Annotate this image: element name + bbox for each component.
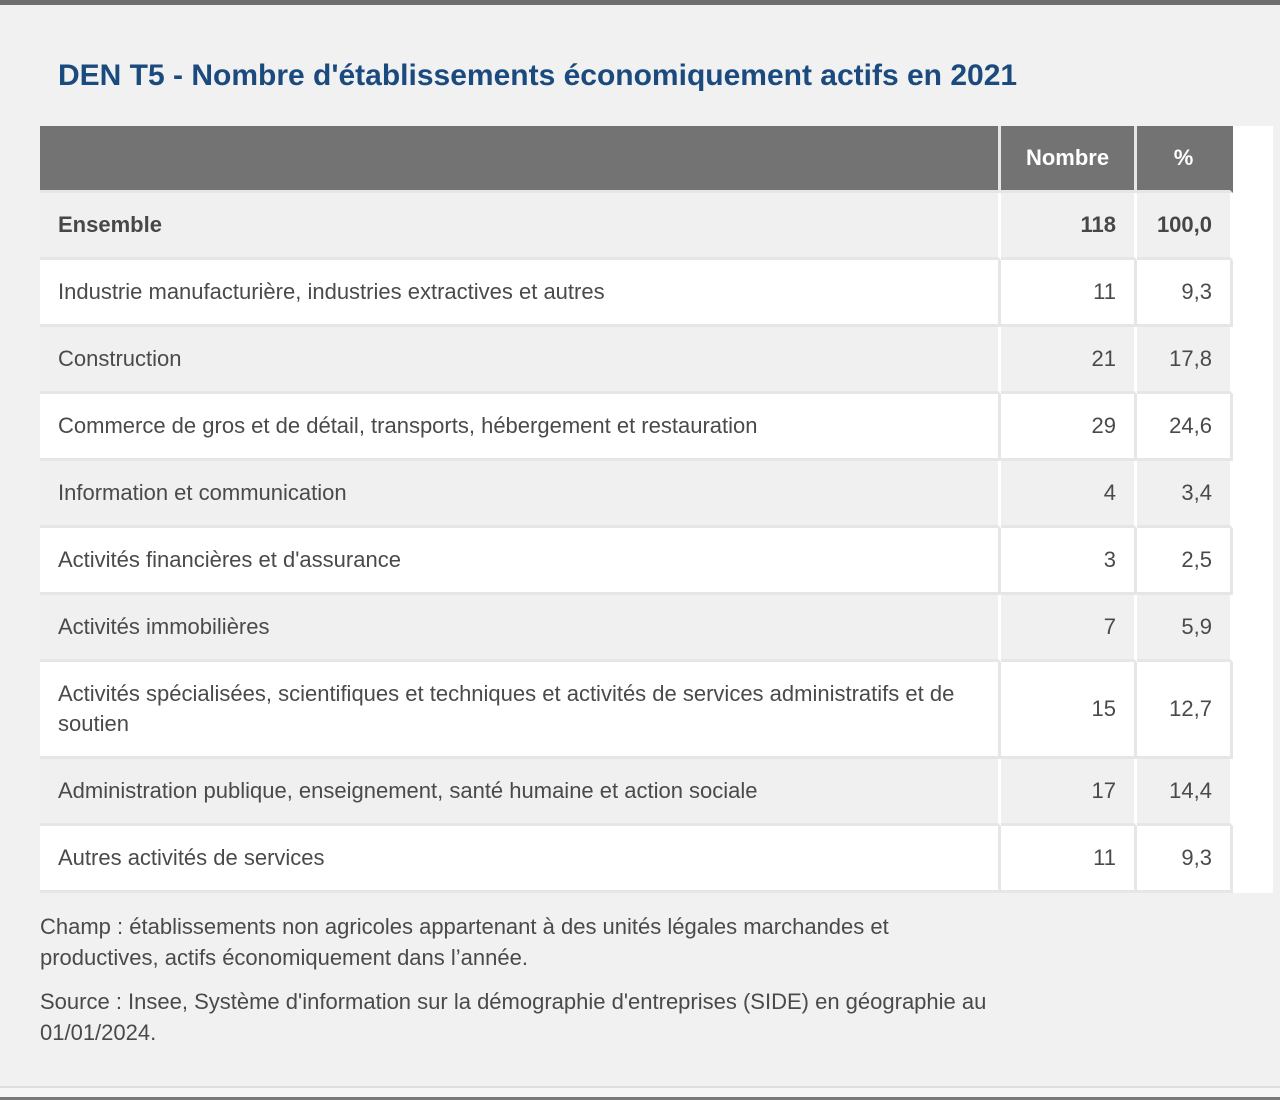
row-nombre: 11 bbox=[1001, 826, 1137, 893]
row-percent: 14,4 bbox=[1137, 759, 1233, 826]
row-nombre: 11 bbox=[1001, 260, 1137, 327]
row-nombre: 7 bbox=[1001, 595, 1137, 662]
table-row: Autres activités de services 11 9,3 bbox=[40, 826, 1233, 893]
row-percent: 3,4 bbox=[1137, 461, 1233, 528]
row-nombre: 15 bbox=[1001, 662, 1137, 759]
table-row: Activités spécialisées, scientifiques et… bbox=[40, 662, 1233, 759]
row-percent: 5,9 bbox=[1137, 595, 1233, 662]
row-label: Commerce de gros et de détail, transport… bbox=[40, 394, 1001, 461]
row-label: Ensemble bbox=[40, 193, 1001, 260]
table-body: Ensemble 118 100,0 Industrie manufacturière… bbox=[40, 193, 1233, 893]
row-nombre: 17 bbox=[1001, 759, 1137, 826]
table-row: Ensemble 118 100,0 bbox=[40, 193, 1233, 260]
note-source: Source : Insee, Système d'information su… bbox=[40, 986, 986, 1048]
row-percent: 12,7 bbox=[1137, 662, 1233, 759]
row-label: Activités financières et d'assurance bbox=[40, 528, 1001, 595]
row-percent: 2,5 bbox=[1137, 528, 1233, 595]
table-row: Construction 21 17,8 bbox=[40, 327, 1233, 394]
next-section-header-edge bbox=[0, 1097, 1280, 1100]
bottom-light-strip bbox=[0, 1088, 1280, 1097]
row-nombre: 118 bbox=[1001, 193, 1137, 260]
top-divider-bar bbox=[0, 0, 1280, 5]
table-header-row: Nombre % bbox=[40, 126, 1233, 193]
row-nombre: 4 bbox=[1001, 461, 1137, 528]
note-champ-line1: Champ : établissements non agricoles app… bbox=[40, 914, 889, 939]
row-percent: 24,6 bbox=[1137, 394, 1233, 461]
table-row: Activités immobilières 7 5,9 bbox=[40, 595, 1233, 662]
establishments-table: Nombre % Ensemble 118 100,0 Industrie manuf… bbox=[40, 126, 1233, 893]
row-label: Autres activités de services bbox=[40, 826, 1001, 893]
note-champ-line2: productives, actifs économiquement dans … bbox=[40, 945, 528, 970]
row-label: Information et communication bbox=[40, 461, 1001, 528]
header-nombre: Nombre bbox=[1001, 126, 1137, 193]
row-percent: 100,0 bbox=[1137, 193, 1233, 260]
note-source-line1: Source : Insee, Système d'information su… bbox=[40, 989, 987, 1014]
row-label: Industrie manufacturière, industries ext… bbox=[40, 260, 1001, 327]
table-row: Information et communication 4 3,4 bbox=[40, 461, 1233, 528]
row-nombre: 21 bbox=[1001, 327, 1137, 394]
row-label: Administration publique, enseignement, s… bbox=[40, 759, 1001, 826]
row-percent: 17,8 bbox=[1137, 327, 1233, 394]
row-percent: 9,3 bbox=[1137, 826, 1233, 893]
page-title: DEN T5 - Nombre d'établissements économi… bbox=[58, 59, 1018, 92]
header-percent: % bbox=[1137, 126, 1233, 193]
row-label: Activités immobilières bbox=[40, 595, 1001, 662]
row-percent: 9,3 bbox=[1137, 260, 1233, 327]
bottom-divider-line bbox=[0, 1086, 1280, 1088]
header-empty-cell bbox=[40, 126, 1001, 193]
table-container: Nombre % Ensemble 118 100,0 Industrie manuf… bbox=[40, 126, 1273, 893]
table-row: Activités financières et d'assurance 3 2,5 bbox=[40, 528, 1233, 595]
table-row: Commerce de gros et de détail, transport… bbox=[40, 394, 1233, 461]
note-champ: Champ : établissements non agricoles app… bbox=[40, 911, 889, 973]
row-label: Activités spécialisées, scientifiques et… bbox=[40, 662, 1001, 759]
table-row: Industrie manufacturière, industries ext… bbox=[40, 260, 1233, 327]
table-row: Administration publique, enseignement, s… bbox=[40, 759, 1233, 826]
row-nombre: 29 bbox=[1001, 394, 1137, 461]
row-label: Construction bbox=[40, 327, 1001, 394]
row-nombre: 3 bbox=[1001, 528, 1137, 595]
note-source-line2: 01/01/2024. bbox=[40, 1020, 157, 1045]
